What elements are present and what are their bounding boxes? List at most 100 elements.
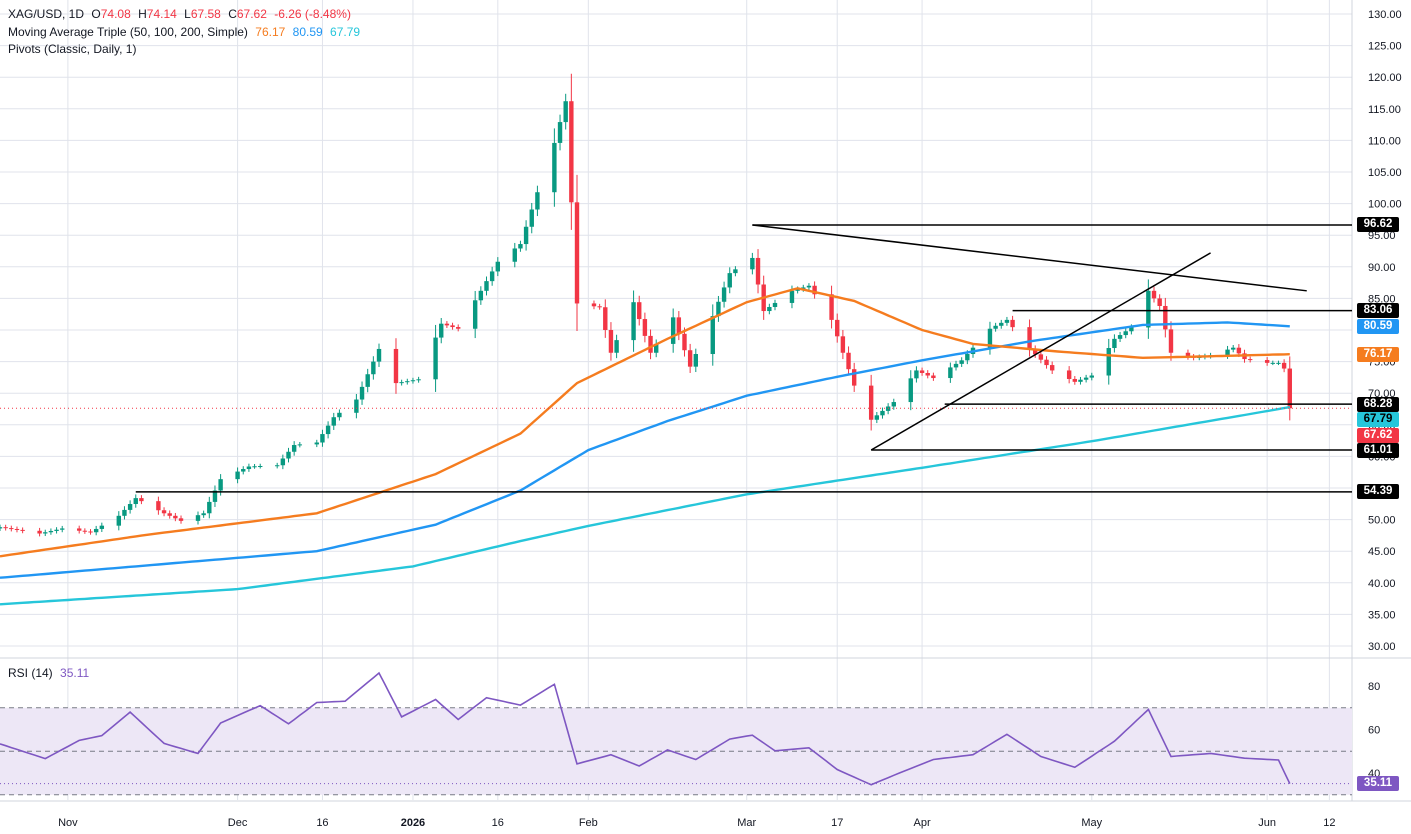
candle-body [846,352,851,370]
candle [851,362,857,392]
candle [959,357,964,367]
candle-body [835,319,840,337]
candle-body [3,527,8,529]
candle [82,528,88,534]
candle [286,447,291,463]
candle [574,174,580,331]
candle [433,324,438,392]
candle [733,266,738,277]
candle-body [603,307,608,330]
candle-body [331,417,336,426]
candle-body [195,515,201,521]
candle [314,439,319,448]
candle [597,303,602,310]
price-tag: 76.17 [1357,346,1399,362]
candle-body [518,244,523,249]
symbol-title[interactable]: XAG/USD, 1D [8,7,85,21]
candle-body [999,322,1004,326]
candle-body [82,530,88,532]
candle-body [591,303,597,307]
candle [1231,345,1236,353]
candle-body [297,444,303,446]
candle [178,515,184,524]
rsi-tick-label: 60 [1368,725,1380,737]
candle-body [93,528,99,533]
candle-body [1270,362,1276,364]
candle-body [829,294,834,320]
ma200-value: 67.79 [330,25,361,39]
candle-body [241,469,246,472]
candle [167,510,172,519]
candle [931,372,936,381]
candle-body [405,381,410,383]
candle-body [908,378,913,403]
price-tag: 54.39 [1357,484,1399,500]
candle [478,286,484,305]
candle-body [648,335,653,353]
price-tag: 83.06 [1357,303,1399,319]
candle [687,343,693,373]
candle-body [557,122,563,143]
candle-body [631,302,636,341]
candle-body [512,248,517,262]
candle-body [9,528,14,530]
price-tick-label: 50.00 [1368,515,1396,527]
candle [495,257,501,277]
candle [1247,356,1253,363]
candle-body [258,466,263,468]
candle [241,466,246,475]
price-tick-label: 105.00 [1368,167,1402,179]
candle [1157,294,1162,311]
time-tick-label: Apr [914,817,931,829]
candle-body [1027,327,1032,349]
candle [654,339,659,358]
candle [512,242,517,268]
candles [0,73,1292,537]
price-tick-label: 45.00 [1368,546,1396,558]
candle-body [523,226,529,245]
candle [1078,376,1083,385]
candle [750,252,755,275]
candle-body [1078,379,1083,382]
pivots-indicator-label[interactable]: Pivots (Classic, Daily, 1) [8,42,137,56]
candle [755,249,761,294]
candle [371,356,376,380]
candle-body [563,101,568,123]
candle-body [173,515,178,519]
candle-body [478,290,484,301]
candle [925,370,930,379]
candle-body [320,434,325,443]
candle-body [1004,319,1010,323]
candle [456,324,461,332]
candle-body [1089,375,1094,378]
candle-body [1225,349,1230,356]
candle [637,295,642,326]
candle-body [772,302,778,307]
price-tick-label: 30.00 [1368,641,1396,653]
candle-body [76,528,82,531]
candle-body [914,370,919,379]
candle [891,398,896,410]
price-tick-label: 95.00 [1368,230,1396,242]
candle-body [535,192,540,210]
candle-body [122,509,127,516]
candle-body [337,412,342,418]
candle-body [116,515,121,526]
ma-indicator-label[interactable]: Moving Average Triple (50, 100, 200, Sim… [8,25,248,39]
ma200-line [0,406,1290,606]
price-tag: 96.62 [1357,217,1399,233]
candle [1072,376,1078,385]
candle [914,366,919,383]
price-tick-label: 110.00 [1368,135,1401,147]
candle [727,267,732,294]
trendline [870,252,1211,451]
candle [880,407,885,419]
candle-body [139,498,144,502]
candle-body [489,271,495,282]
candle-body [274,465,280,467]
candle [320,429,325,447]
candle [523,220,529,251]
rsi-label[interactable]: RSI (14) [8,666,53,680]
candle [405,378,410,385]
